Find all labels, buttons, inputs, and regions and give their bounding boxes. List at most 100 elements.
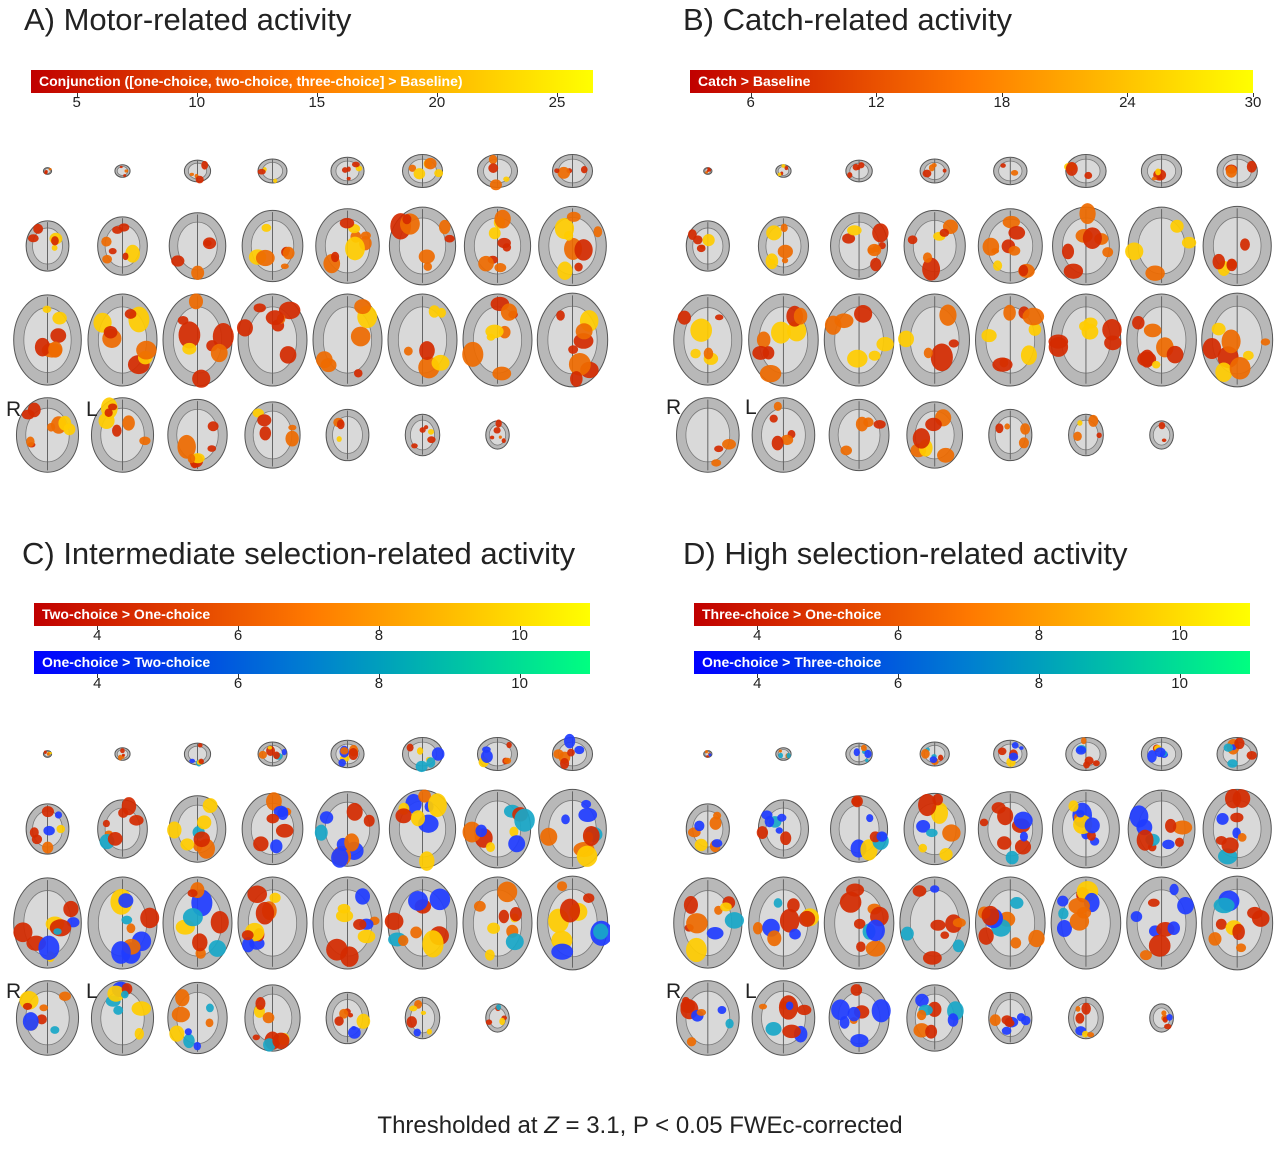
colorbar-tick-label: 25 — [548, 94, 566, 111]
colorbar-tickmark — [519, 626, 521, 630]
colorbar-tickmark — [1179, 626, 1181, 630]
panel-c-brain-slices — [10, 723, 613, 1068]
colorbar-tickmark — [876, 93, 878, 97]
colorbar-tick-label: 10 — [1171, 627, 1188, 644]
brain-slice — [993, 739, 1028, 769]
colorbar-tickmark — [196, 93, 198, 97]
brain-slice — [330, 156, 365, 186]
brain-slice — [384, 876, 458, 970]
colorbar-tick-label: 10 — [511, 627, 528, 644]
brain-slice — [485, 1003, 510, 1033]
brain-slice — [42, 750, 53, 758]
panel-c-colorbar-cool: One-choice > Two-choice — [34, 651, 590, 674]
brain-slice — [1125, 206, 1197, 286]
brain-slice — [751, 397, 816, 473]
brain-slice — [823, 876, 895, 970]
brain-slice — [845, 742, 873, 766]
brain-slice — [775, 164, 792, 178]
brain-slice — [673, 877, 745, 969]
brain-slice — [988, 991, 1033, 1045]
colorbar-tickmark — [757, 626, 759, 630]
brain-slice — [919, 741, 950, 767]
brain-slice — [167, 398, 228, 472]
brain-slice — [538, 788, 607, 870]
colorbar-tickmark — [1179, 674, 1181, 678]
colorbar-tick-label: 20 — [428, 94, 446, 111]
brain-slice — [241, 209, 304, 283]
brain-slice — [330, 739, 365, 769]
colorbar-tick-label: 6 — [746, 94, 755, 111]
brain-slice — [462, 876, 533, 970]
brain-slice-montage — [673, 153, 1274, 473]
brain-slice — [167, 795, 227, 863]
brain-slice — [97, 797, 148, 859]
brain-slice — [236, 293, 308, 387]
panel-c-colorbar-cool-ticks: 4 6 8 10 — [34, 674, 590, 696]
brain-slice — [462, 789, 535, 869]
colorbar-tickmark — [757, 674, 759, 678]
brain-slice — [1052, 789, 1120, 869]
brain-slice — [1050, 876, 1122, 970]
brain-slice — [15, 980, 80, 1056]
brain-slice — [919, 158, 950, 184]
brain-slice — [325, 408, 370, 462]
brain-slice — [975, 876, 1046, 970]
panel-a-colorbar-ticks: 5 10 15 20 25 — [31, 93, 593, 115]
colorbar-tickmark — [1253, 93, 1254, 97]
brain-slice — [830, 212, 889, 280]
brain-slice — [1149, 420, 1174, 450]
panel-d-right-hemisphere-label: R — [666, 980, 682, 1003]
brain-slice — [1140, 736, 1183, 772]
colorbar-tickmark — [519, 674, 521, 678]
brain-slice — [1202, 788, 1272, 870]
brain-slice — [13, 294, 82, 386]
brain-slice — [1048, 293, 1122, 387]
brain-slice — [1127, 789, 1196, 869]
colorbar-tickmark — [238, 674, 240, 678]
colorbar-tickmark — [76, 93, 78, 97]
brain-slice — [1064, 153, 1107, 189]
colorbar-tickmark — [436, 93, 438, 97]
brain-slice — [183, 742, 212, 767]
brain-slice — [312, 876, 383, 970]
colorbar-tick-label: 6 — [893, 627, 903, 644]
brain-slice — [536, 292, 609, 388]
brain-slice — [1068, 996, 1104, 1040]
brain-slice — [476, 736, 519, 772]
brain-slice — [404, 413, 441, 457]
brain-slice — [162, 293, 234, 388]
brain-slice — [90, 980, 155, 1056]
panel-a-brain-slices — [10, 140, 610, 485]
brain-slice — [90, 397, 155, 473]
brain-slice — [168, 212, 227, 280]
panel-b-title: B) Catch-related activity — [683, 2, 1013, 37]
brain-slice — [1202, 205, 1272, 287]
brain-slice — [257, 158, 288, 184]
panel-b-left-hemisphere-label: L — [745, 396, 757, 419]
brain-slice — [87, 876, 160, 970]
threshold-caption: Thresholded at Z = 3.1, P < 0.05 FWEc-co… — [0, 1112, 1280, 1140]
colorbar-tickmark — [238, 626, 240, 630]
brain-slice — [325, 991, 371, 1045]
brain-slice — [1140, 153, 1183, 189]
panel-b-right-hemisphere-label: R — [666, 396, 682, 419]
panel-c-colorbar-hot-ticks: 4 6 8 10 — [34, 626, 590, 648]
brain-slice — [830, 795, 889, 863]
brain-slice — [536, 875, 613, 971]
brain-slice — [685, 803, 730, 855]
brain-slice — [13, 877, 82, 969]
brain-slice — [676, 397, 740, 473]
brain-slice — [845, 159, 873, 183]
brain-slice — [42, 167, 53, 175]
panel-d-left-hemisphere-label: L — [745, 980, 757, 1003]
brain-slice — [1068, 413, 1104, 457]
brain-slice — [462, 293, 533, 387]
brain-slice — [977, 791, 1043, 867]
panel-b-colorbar-label: Catch > Baseline — [698, 73, 811, 89]
brain-slice — [1216, 153, 1258, 189]
panel-d-brain-slices — [670, 723, 1275, 1068]
brain-slice — [401, 736, 445, 773]
panel-a-title: A) Motor-related activity — [24, 2, 352, 37]
brain-slice — [25, 803, 70, 855]
brain-slice-montage — [13, 153, 609, 473]
